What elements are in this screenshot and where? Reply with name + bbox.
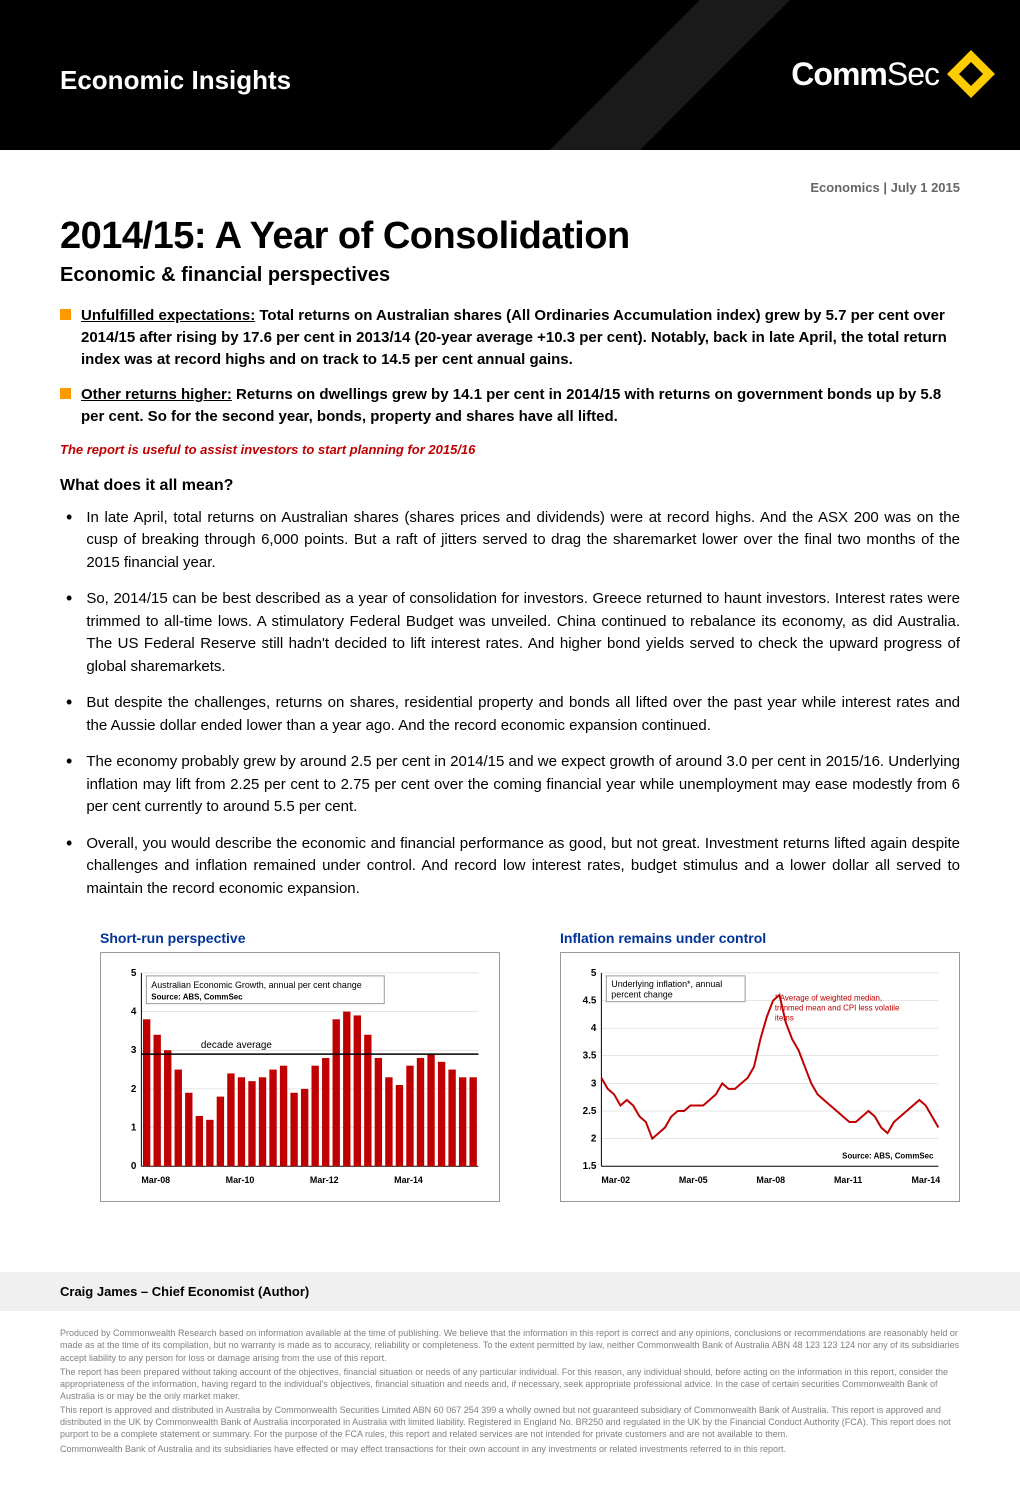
svg-text:Source: ABS, CommSec: Source: ABS, CommSec [842, 1152, 934, 1161]
header-logo: CommSec [791, 50, 995, 98]
content-area: Economics | July 1 2015 2014/15: A Year … [0, 150, 1020, 1272]
key-point: Unfulfilled expectations: Total returns … [60, 305, 960, 370]
chart1-svg: 0 1 2 3 4 5 decade average Mar-08 Mar-10 Mar-12 Ma… [111, 963, 489, 1191]
main-title: 2014/15: A Year of Consolidation [60, 215, 960, 258]
date-line: Economics | July 1 2015 [60, 180, 960, 195]
disclaimer-line: Commonwealth Bank of Australia and its s… [60, 1443, 960, 1455]
body-paragraphs: In late April, total returns on Australi… [60, 507, 960, 901]
logo-bold: Comm [791, 56, 887, 92]
svg-text:Underlying inflation*, annual: Underlying inflation*, annual [611, 979, 722, 989]
svg-text:Mar-02: Mar-02 [601, 1175, 630, 1185]
charts-row: Short-run perspective 0 1 2 3 4 5 decade avera… [100, 930, 960, 1202]
svg-text:Mar-14: Mar-14 [394, 1175, 423, 1185]
body-paragraph: Overall, you would describe the economic… [60, 833, 960, 901]
disclaimer-line: This report is approved and distributed … [60, 1404, 960, 1440]
disclaimer-line: The report has been prepared without tak… [60, 1366, 960, 1402]
svg-text:4: 4 [131, 1007, 137, 1018]
header-title: Economic Insights [60, 65, 291, 96]
disclaimer-line: Produced by Commonwealth Research based … [60, 1327, 960, 1363]
author-bar: Craig James – Chief Economist (Author) [0, 1272, 1020, 1311]
logo-light: Sec [887, 56, 939, 92]
key-points-list: Unfulfilled expectations: Total returns … [60, 305, 960, 428]
svg-text:1: 1 [131, 1123, 137, 1134]
svg-text:2.5: 2.5 [583, 1106, 597, 1117]
section-title: What does it all mean? [60, 477, 960, 495]
chart2-title: Inflation remains under control [560, 930, 960, 946]
orange-bullet-icon [60, 309, 71, 320]
svg-text:5: 5 [591, 968, 597, 979]
logo-text: CommSec [791, 56, 939, 93]
svg-text:* Average of weighted median,: * Average of weighted median, [775, 994, 882, 1003]
svg-text:0: 0 [131, 1161, 137, 1172]
svg-text:2: 2 [131, 1084, 137, 1095]
orange-bullet-icon [60, 388, 71, 399]
body-paragraph: But despite the challenges, returns on s… [60, 692, 960, 737]
body-paragraph: In late April, total returns on Australi… [60, 507, 960, 575]
key-point-lead: Unfulfilled expectations: [81, 307, 255, 324]
svg-text:Mar-10: Mar-10 [226, 1175, 255, 1185]
svg-text:Mar-08: Mar-08 [141, 1175, 170, 1185]
chart1-frame: 0 1 2 3 4 5 decade average Mar-08 Mar-10 Mar-12 Ma… [100, 952, 500, 1202]
chart1-title: Short-run perspective [100, 930, 500, 946]
svg-text:3: 3 [131, 1045, 137, 1056]
logo-diamond-icon [947, 50, 995, 98]
key-point: Other returns higher: Returns on dwellin… [60, 384, 960, 428]
body-paragraph: The economy probably grew by around 2.5 … [60, 751, 960, 819]
svg-text:5: 5 [131, 968, 137, 979]
meta-date: July 1 2015 [891, 180, 960, 195]
svg-text:2: 2 [591, 1134, 597, 1145]
subtitle: Economic & financial perspectives [60, 264, 960, 287]
chart2-frame: 1.5 2 2.5 3 3.5 4 4.5 5 Mar-02 Mar-05 Mar-08 Mar-11… [560, 952, 960, 1202]
svg-text:3.5: 3.5 [583, 1051, 597, 1062]
header-banner: Economic Insights CommSec [0, 0, 1020, 150]
svg-text:Mar-12: Mar-12 [310, 1175, 339, 1185]
meta-category: Economics [810, 180, 879, 195]
author-name: Craig James – Chief Economist (Author) [60, 1284, 309, 1299]
svg-text:Mar-11: Mar-11 [834, 1175, 862, 1185]
key-point-lead: Other returns higher: [81, 386, 232, 403]
svg-text:Mar-14: Mar-14 [911, 1175, 940, 1185]
svg-text:percent change: percent change [611, 990, 672, 1000]
svg-text:Source: ABS, CommSec: Source: ABS, CommSec [151, 993, 243, 1002]
svg-text:trimmed mean and CPI less vola: trimmed mean and CPI less volatile [775, 1004, 900, 1013]
chart-inflation: Inflation remains under control 1.5 2 2.5 3… [560, 930, 960, 1202]
body-paragraph: So, 2014/15 can be best described as a y… [60, 588, 960, 678]
chart2-svg: 1.5 2 2.5 3 3.5 4 4.5 5 Mar-02 Mar-05 Mar-08 Mar-11… [571, 963, 949, 1191]
svg-text:4: 4 [591, 1023, 597, 1034]
report-note: The report is useful to assist investors… [60, 442, 960, 457]
svg-text:items: items [775, 1014, 794, 1023]
svg-text:3: 3 [591, 1079, 597, 1090]
chart-short-run: Short-run perspective 0 1 2 3 4 5 decade avera… [100, 930, 500, 1202]
svg-text:Australian Economic Growth, an: Australian Economic Growth, annual per c… [151, 980, 361, 990]
svg-text:Mar-08: Mar-08 [756, 1175, 785, 1185]
svg-text:Mar-05: Mar-05 [679, 1175, 708, 1185]
disclaimer: Produced by Commonwealth Research based … [0, 1311, 1020, 1486]
svg-text:1.5: 1.5 [583, 1161, 597, 1172]
svg-text:4.5: 4.5 [583, 996, 597, 1007]
svg-text:decade average: decade average [201, 1040, 273, 1051]
